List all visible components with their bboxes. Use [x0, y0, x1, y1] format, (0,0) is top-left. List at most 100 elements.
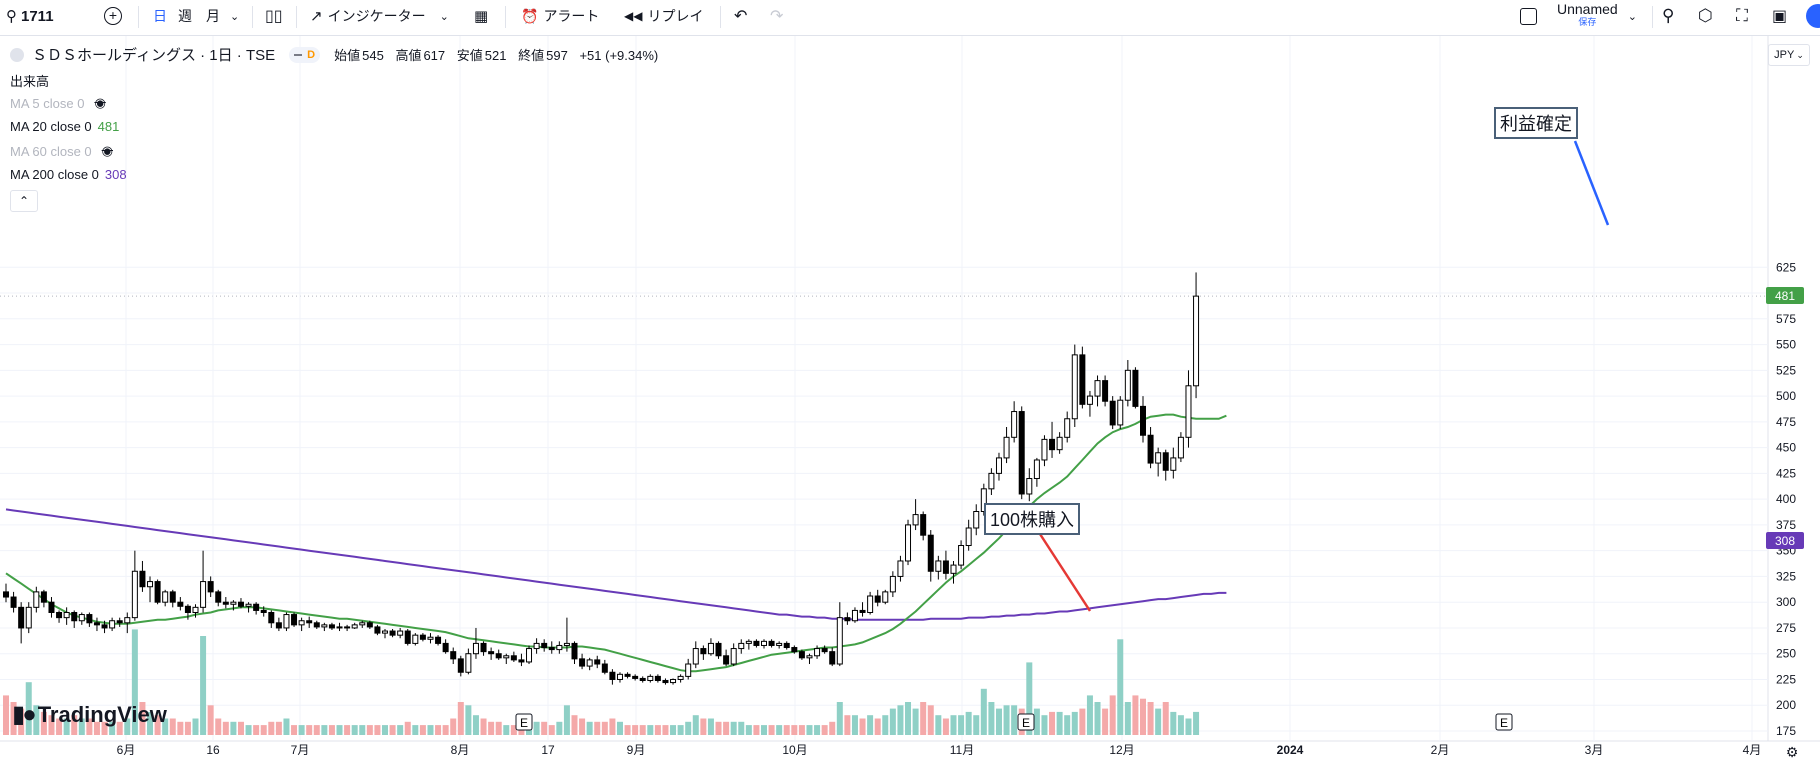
ma200-legend[interactable]: MA 200 close 0 308 [10, 167, 127, 182]
candle-body [851, 609, 858, 622]
volume-bar [1026, 662, 1033, 735]
low-label: 安値 [456, 48, 483, 63]
chevron-up-icon: ⌃ [18, 194, 30, 208]
low-value: 521 [484, 48, 507, 63]
toolbar-separator [1652, 6, 1653, 28]
volume-bar [586, 721, 593, 735]
earnings-marker[interactable]: E [515, 713, 533, 731]
candle-body [253, 603, 260, 611]
interval-week[interactable]: 週 [178, 8, 192, 24]
volume-bar [1124, 702, 1131, 735]
volume-bar [541, 721, 548, 735]
candle-body [1170, 457, 1177, 471]
open-label: 始値 [334, 48, 361, 63]
candle-body [1117, 399, 1124, 426]
undo-button[interactable]: ↶ [734, 0, 747, 32]
candle-body [798, 651, 805, 659]
volume-bar [920, 702, 927, 735]
ma60-legend[interactable]: MA 60 close 0 ◉ [10, 143, 113, 159]
candle-body [859, 609, 866, 613]
volume-bar [579, 718, 586, 735]
quick-search-button[interactable]: ⚲ [1662, 0, 1674, 32]
close-label: 終値 [518, 48, 545, 63]
volume-bar [1064, 715, 1071, 735]
volume-bar [851, 715, 858, 735]
volume-bar [419, 725, 426, 735]
candle-body [177, 601, 184, 607]
earnings-marker[interactable]: E [1017, 713, 1035, 731]
earnings-marker[interactable]: E [1495, 713, 1513, 731]
candle-body [563, 642, 570, 646]
price-tick-label: 325 [1776, 569, 1796, 583]
volume-bar [1132, 695, 1139, 735]
chevron-down-icon[interactable]: ⌄ [230, 10, 240, 23]
tradingview-logo[interactable]: ▮● TradingView [12, 700, 167, 729]
settings-button[interactable]: ⬡ [1698, 0, 1713, 32]
symbol-search[interactable]: ⚲ 1711 [6, 0, 54, 32]
volume-bar [306, 725, 313, 735]
eye-hidden-icon[interactable]: ◉ [101, 143, 113, 158]
volume-bar [647, 725, 654, 735]
templates-button[interactable]: ▦ [474, 0, 488, 32]
candle-body [86, 614, 93, 624]
volume-bar [404, 721, 411, 735]
candle-body [10, 596, 17, 608]
candle-body [397, 630, 404, 636]
candle-body [730, 648, 737, 665]
volume-bar [533, 721, 540, 735]
eye-hidden-icon[interactable]: ◉ [94, 95, 106, 110]
currency-button[interactable]: JPY ⌄ [1768, 44, 1810, 66]
volume-bar [351, 725, 358, 735]
candle-body [1086, 395, 1093, 405]
replay-button[interactable]: ◀◀ リプレイ [624, 0, 703, 32]
snapshot-button[interactable]: ▣ [1772, 0, 1787, 32]
redo-button[interactable]: ↷ [770, 0, 783, 32]
price-tick-label: 450 [1776, 441, 1796, 455]
candle-body [374, 626, 381, 634]
ma20-price-tag: 481 [1775, 289, 1795, 303]
buy-annotation-line [1038, 533, 1092, 612]
candle-body [723, 655, 730, 665]
volume-bar [662, 725, 669, 735]
candle-body [548, 647, 555, 651]
candle-body [389, 630, 396, 636]
fullscreen-button[interactable]: ⛶ [1736, 0, 1748, 32]
volume-bar [1094, 702, 1101, 735]
alert-button[interactable]: ⏰ アラート [521, 0, 599, 32]
volume-bar [427, 725, 434, 735]
volume-bar [336, 725, 343, 735]
candle-body [139, 570, 146, 588]
candle-body [48, 601, 55, 613]
layout-menu[interactable]: Unnamed 保存 ⌄ [1520, 0, 1637, 32]
time-tick-label: 10月 [782, 743, 807, 757]
sell-annotation[interactable]: 利益確定 [1494, 107, 1578, 139]
volume-bar [10, 702, 17, 735]
volume-bar [1003, 705, 1010, 735]
ma5-legend[interactable]: MA 5 close 0 ◉ [10, 95, 106, 111]
axis-settings-icon[interactable]: ⚙ [1786, 744, 1799, 760]
candle-body [844, 617, 851, 622]
price-chart[interactable]: 1752002252502753003253503754004254504755… [0, 36, 1820, 765]
volume-bar [624, 725, 631, 735]
grid-icon: ▦ [474, 8, 489, 25]
candle-body [942, 560, 949, 574]
volume-bar [912, 708, 919, 735]
volume-legend[interactable]: 出来高 [10, 71, 49, 90]
candle-style-button[interactable]: ▯▯ [265, 0, 283, 32]
ma20-legend[interactable]: MA 20 close 0 481 [10, 119, 119, 134]
tv-logo-icon: ▮● [12, 701, 37, 728]
volume-bar [488, 721, 495, 735]
candle-body [442, 642, 449, 653]
volume-bar [86, 718, 93, 735]
publish-button-edge[interactable] [1806, 0, 1820, 32]
legend-collapse-button[interactable]: ⌃ [10, 190, 38, 212]
indicators-button[interactable]: ↗ インジケーター ⌄ [310, 0, 449, 32]
interval-month[interactable]: 月 [206, 8, 220, 24]
buy-annotation[interactable]: 100株購入 [984, 503, 1081, 535]
undo-icon: ↶ [734, 8, 748, 25]
compare-add-button[interactable]: + [104, 0, 122, 32]
toolbar-separator [505, 6, 506, 28]
candle-body [988, 472, 995, 490]
volume-bar [71, 715, 78, 735]
interval-day[interactable]: 日 [153, 8, 167, 24]
